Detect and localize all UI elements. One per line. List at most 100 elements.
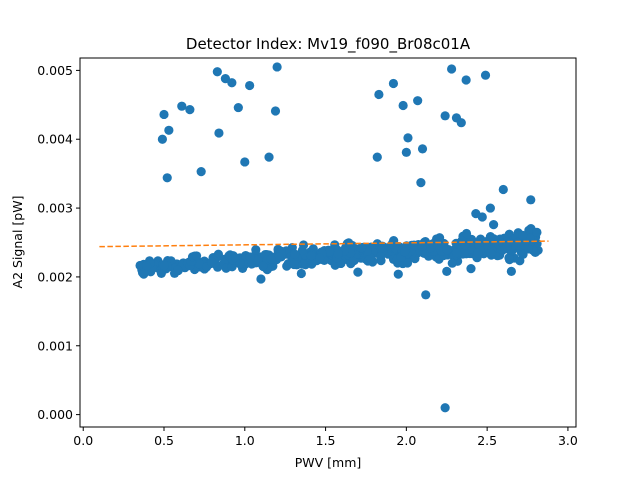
data-point (157, 134, 167, 144)
data-point (245, 80, 255, 91)
data-point (290, 249, 300, 259)
x-tick-label: 2.0 (396, 433, 416, 448)
data-point (498, 184, 508, 195)
x-axis: 0.0 0.5 1.0 1.5 2.0 2.5 3.0 (73, 427, 578, 448)
data-point (353, 267, 363, 277)
data-point (227, 262, 237, 272)
data-point (356, 243, 367, 253)
data-point (421, 290, 431, 300)
x-axis-label: PWV [mm] (295, 455, 362, 470)
data-point (207, 257, 217, 267)
data-point (387, 239, 397, 249)
data-point (256, 274, 266, 284)
data-point (139, 269, 149, 279)
data-point (388, 78, 399, 89)
data-point (272, 62, 282, 72)
data-point (264, 152, 274, 162)
data-point (274, 252, 284, 262)
data-point (398, 100, 408, 111)
data-point (518, 230, 528, 240)
data-point (504, 253, 514, 263)
data-point (177, 101, 187, 111)
data-point (214, 128, 224, 138)
data-point (162, 173, 172, 183)
data-point (447, 64, 457, 74)
data-point (459, 247, 469, 258)
data-point (416, 178, 426, 188)
data-point (485, 232, 496, 242)
data-point (480, 70, 491, 80)
data-point (289, 259, 299, 270)
data-point (532, 227, 542, 237)
data-point (196, 166, 206, 177)
data-point (417, 241, 427, 251)
x-tick-label: 0.0 (73, 433, 93, 448)
data-point (485, 203, 495, 213)
data-point (227, 78, 237, 88)
data-point (172, 265, 183, 275)
data-point (342, 238, 352, 249)
data-point (315, 253, 325, 263)
y-axis-label: A2 Signal [pW] (10, 196, 25, 289)
data-point (235, 259, 245, 269)
data-point (306, 251, 316, 261)
data-point (461, 228, 472, 239)
data-point (417, 144, 428, 154)
data-point (297, 245, 307, 256)
data-point (185, 105, 195, 115)
data-point (461, 75, 471, 85)
y-axis: 0.000 0.001 0.002 0.003 0.004 0.005 (37, 63, 80, 422)
data-point (245, 252, 255, 262)
data-point (159, 109, 169, 120)
data-point (451, 248, 462, 258)
data-point (393, 269, 403, 279)
y-tick-label: 0.000 (37, 407, 73, 422)
data-point (519, 240, 529, 250)
y-tick-label: 0.003 (37, 201, 73, 216)
x-tick-label: 2.5 (477, 433, 497, 448)
chart-title: Detector Index: Mv19_f090_Br08c01A (186, 35, 471, 54)
x-tick-label: 1.5 (316, 433, 336, 448)
fit-line (99, 240, 549, 248)
data-point (402, 258, 413, 268)
data-point (401, 147, 411, 157)
data-point (240, 157, 250, 167)
data-point (251, 245, 261, 255)
data-point (372, 152, 382, 162)
data-point (440, 403, 450, 413)
data-point (375, 252, 386, 262)
data-point (506, 266, 516, 277)
data-point (428, 239, 438, 249)
data-point (456, 118, 466, 128)
data-point (159, 260, 169, 271)
data-point (374, 89, 384, 100)
x-tick-label: 1.0 (235, 433, 255, 448)
data-point (377, 243, 388, 253)
data-point (212, 67, 222, 77)
data-point (270, 106, 281, 116)
data-point (282, 261, 292, 271)
data-point (233, 102, 243, 113)
data-point (442, 266, 452, 277)
data-point (526, 195, 536, 205)
data-point (413, 96, 423, 106)
data-point (266, 254, 276, 264)
data-point (486, 248, 496, 259)
data-point (442, 245, 452, 255)
x-tick-label: 0.5 (154, 433, 174, 448)
data-point (473, 248, 483, 258)
y-tick-label: 0.001 (37, 338, 73, 353)
data-point (191, 251, 202, 261)
data-point (489, 220, 499, 230)
data-point (477, 212, 487, 222)
y-tick-label: 0.002 (37, 269, 73, 284)
y-tick-label: 0.004 (37, 132, 73, 147)
data-point (502, 241, 512, 252)
data-point (333, 249, 343, 259)
data-point (141, 261, 152, 271)
data-point (400, 247, 410, 257)
data-point (466, 264, 476, 274)
data-point (440, 111, 450, 121)
data-point (447, 258, 457, 268)
